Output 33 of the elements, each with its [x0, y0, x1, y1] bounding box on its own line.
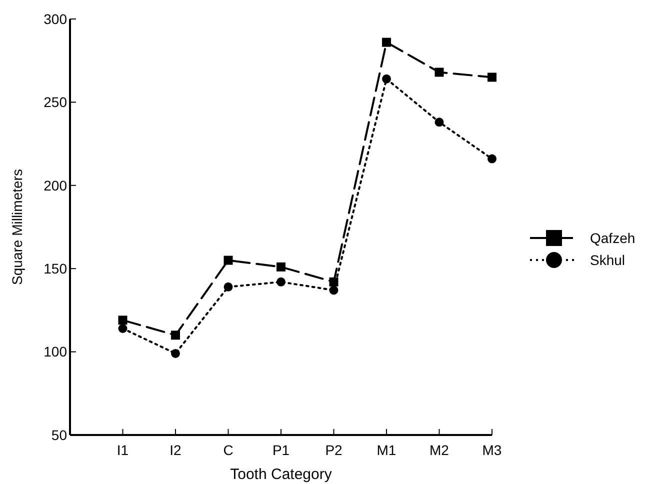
point — [382, 38, 391, 47]
x-tick-label: P1 — [272, 442, 290, 458]
point — [329, 286, 338, 295]
point — [171, 348, 180, 358]
y-tick-label: 150 — [44, 260, 68, 276]
point — [171, 330, 180, 340]
legend-label: Qafzeh — [590, 230, 636, 246]
point — [488, 154, 496, 164]
point — [276, 277, 286, 286]
point — [434, 68, 444, 77]
x-tick-label: P2 — [325, 442, 343, 458]
y-axis-title: Square Millimeters — [9, 169, 25, 285]
point — [224, 256, 233, 265]
y-tick-label: 100 — [44, 344, 68, 360]
x-tick-label: M1 — [376, 442, 396, 458]
point — [118, 324, 128, 334]
x-tick-label: M2 — [430, 442, 450, 458]
x-tick-label: M3 — [482, 442, 502, 458]
y-tick-label: 250 — [44, 94, 68, 110]
y-tick-label: 50 — [51, 426, 68, 443]
x-tick-label: I1 — [116, 442, 129, 458]
x-tick-label: C — [223, 442, 234, 458]
legend-label: Skhul — [590, 252, 626, 268]
point — [434, 118, 444, 127]
y-tick-label: 200 — [44, 177, 68, 194]
point — [488, 72, 496, 82]
point — [118, 316, 128, 325]
point — [276, 262, 286, 272]
x-axis-title: Tooth Category — [230, 466, 332, 483]
point — [224, 282, 233, 292]
x-tick-label: I2 — [170, 442, 182, 458]
point — [382, 74, 391, 84]
y-tick-label: 300 — [44, 10, 68, 27]
